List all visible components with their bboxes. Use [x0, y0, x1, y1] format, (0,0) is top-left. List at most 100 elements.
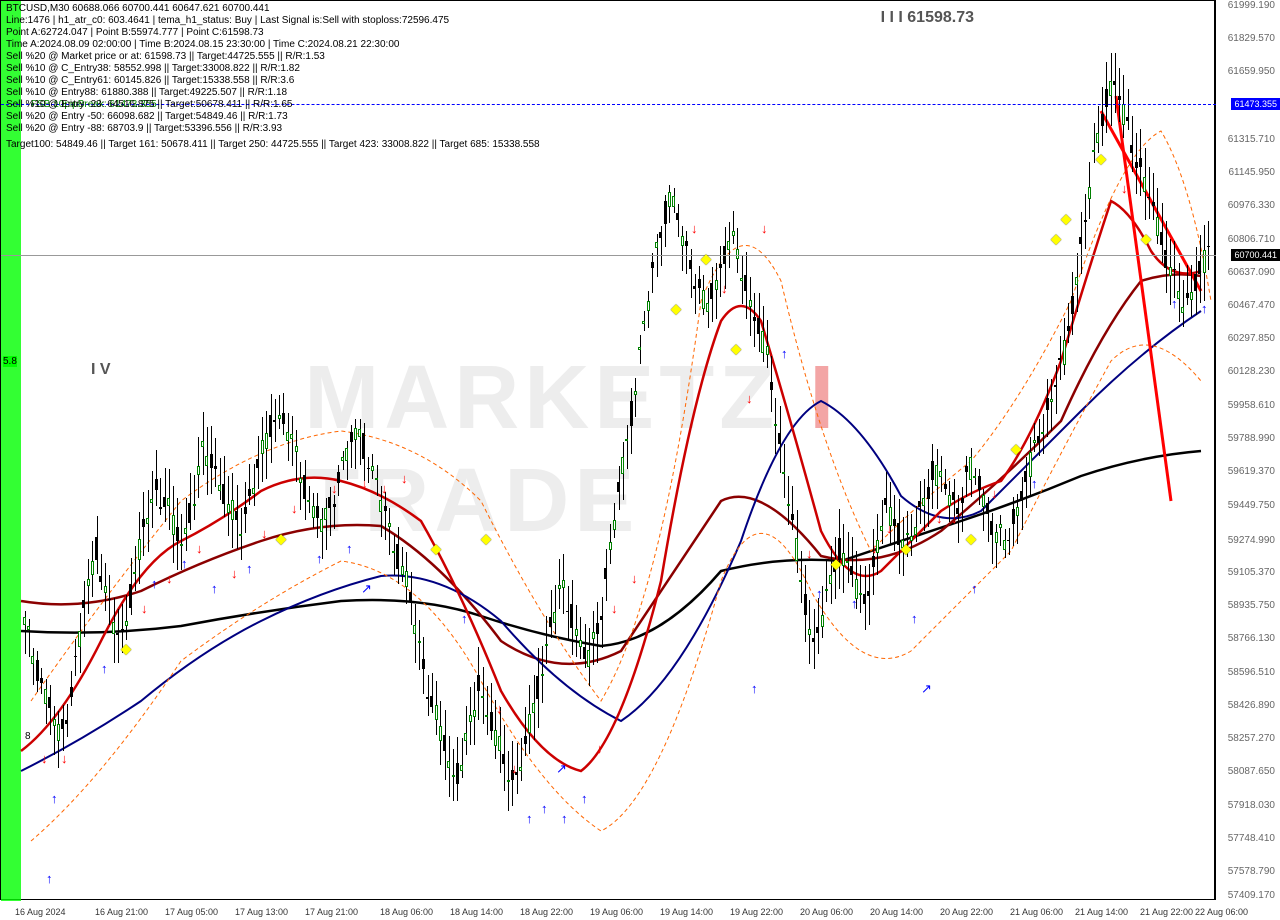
candle: [460, 738, 463, 778]
candle: [562, 554, 565, 614]
candle: [341, 451, 344, 470]
candle: [456, 737, 459, 801]
candle: [659, 226, 662, 267]
y-label: 58257.270: [1228, 733, 1275, 744]
outline-arrow-icon: ↗: [361, 581, 372, 597]
buy-arrow-icon: ↑: [971, 581, 978, 596]
candle: [133, 546, 136, 591]
candle: [252, 464, 255, 506]
candle: [473, 682, 476, 745]
candle: [570, 580, 573, 655]
candle: [1139, 129, 1142, 196]
wave-label-iii: I I I 61598.73: [881, 9, 974, 27]
candle: [273, 399, 276, 442]
chart-title: BTCUSD,M30 60688.066 60700.441 60647.621…: [6, 3, 270, 14]
candle: [613, 503, 616, 538]
candle: [248, 464, 251, 505]
candle: [95, 516, 98, 574]
candle: [978, 469, 981, 505]
candle: [647, 291, 650, 329]
candle: [1130, 116, 1133, 172]
y-axis: 61999.190 61829.570 61659.950 61473.355 …: [1215, 0, 1280, 900]
candle: [770, 356, 773, 412]
candle: [995, 524, 998, 568]
candle: [600, 597, 603, 648]
candle: [350, 425, 353, 468]
current-price-line: [1, 255, 1216, 256]
buy-arrow-icon: ↑: [101, 661, 108, 676]
green-zone-indicator: [1, 1, 21, 901]
candle: [884, 472, 887, 513]
candle: [155, 450, 158, 506]
y-label: 59619.370: [1228, 466, 1275, 477]
x-label: 19 Aug 22:00: [730, 907, 783, 917]
y-label: 60806.710: [1228, 234, 1275, 245]
buy-arrow-icon: ↑: [461, 611, 468, 626]
candle: [795, 510, 798, 573]
sell-arrow-icon: ↓: [141, 601, 148, 616]
candle: [485, 686, 488, 735]
sell-arrow-icon: ↓: [401, 471, 408, 486]
info-line-4: Sell %20 @ Market price or at: 61598.73 …: [6, 51, 325, 62]
buy-arrow-icon: ↑: [781, 346, 788, 361]
sell-arrow-icon: ↓: [381, 481, 388, 496]
candle: [825, 559, 828, 601]
candle: [188, 473, 191, 530]
candle: [524, 707, 527, 756]
candle: [333, 495, 336, 529]
candle: [685, 231, 688, 274]
x-label: 16 Aug 21:00: [95, 907, 148, 917]
buy-arrow-icon: ↑: [316, 551, 323, 566]
candle: [732, 211, 735, 244]
candle: [965, 456, 968, 497]
small-label-58: 5.8: [3, 356, 17, 367]
candle: [710, 267, 713, 322]
candle: [1033, 423, 1036, 452]
sell-arrow-icon: ↓: [196, 541, 203, 556]
candle: [405, 552, 408, 604]
candle: [944, 469, 947, 495]
candle: [235, 485, 238, 549]
candle: [638, 335, 641, 364]
candle: [138, 512, 141, 584]
signal-diamond-icon: ◆: [731, 341, 741, 357]
current-price-box: 60700.441: [1231, 249, 1280, 261]
candle: [986, 497, 989, 542]
candle: [1012, 497, 1015, 546]
candle: [744, 252, 747, 319]
candle: [1020, 477, 1023, 530]
candle: [57, 711, 60, 769]
candle: [31, 648, 34, 684]
candle: [87, 559, 90, 613]
buy-arrow-icon: ↑: [1201, 301, 1208, 316]
candle: [816, 598, 819, 654]
candle: [129, 558, 132, 615]
x-axis: 16 Aug 2024 16 Aug 21:00 17 Aug 05:00 17…: [0, 900, 1215, 920]
candle: [676, 204, 679, 237]
y-label: 58087.650: [1228, 766, 1275, 777]
candle: [490, 683, 493, 740]
candle: [566, 586, 569, 641]
candle: [316, 493, 319, 537]
signal-diamond-icon: ◆: [481, 531, 491, 547]
info-line-6: Sell %10 @ C_Entry61: 60145.826 || Targe…: [6, 75, 294, 86]
candle: [481, 667, 484, 724]
candle: [201, 412, 204, 474]
x-label: 17 Aug 13:00: [235, 907, 288, 917]
candle: [502, 725, 505, 791]
candle: [863, 566, 866, 630]
sell-arrow-icon: ↓: [936, 511, 943, 526]
candle: [1054, 365, 1057, 414]
buy-arrow-icon: ↑: [181, 556, 188, 571]
candle: [753, 293, 756, 347]
buy-arrow-icon: ↑: [151, 576, 158, 591]
chart-plot-area[interactable]: MARKETZ I TRADE BTCUSD,M30 60688.066 607…: [0, 0, 1215, 900]
candle: [931, 444, 934, 509]
x-label: 19 Aug 14:00: [660, 907, 713, 917]
candle: [808, 600, 811, 665]
candle: [850, 537, 853, 587]
candle: [541, 646, 544, 703]
signal-diamond-icon: ◆: [1061, 211, 1071, 227]
buy-arrow-icon: ↑: [346, 541, 353, 556]
candle: [163, 468, 166, 523]
